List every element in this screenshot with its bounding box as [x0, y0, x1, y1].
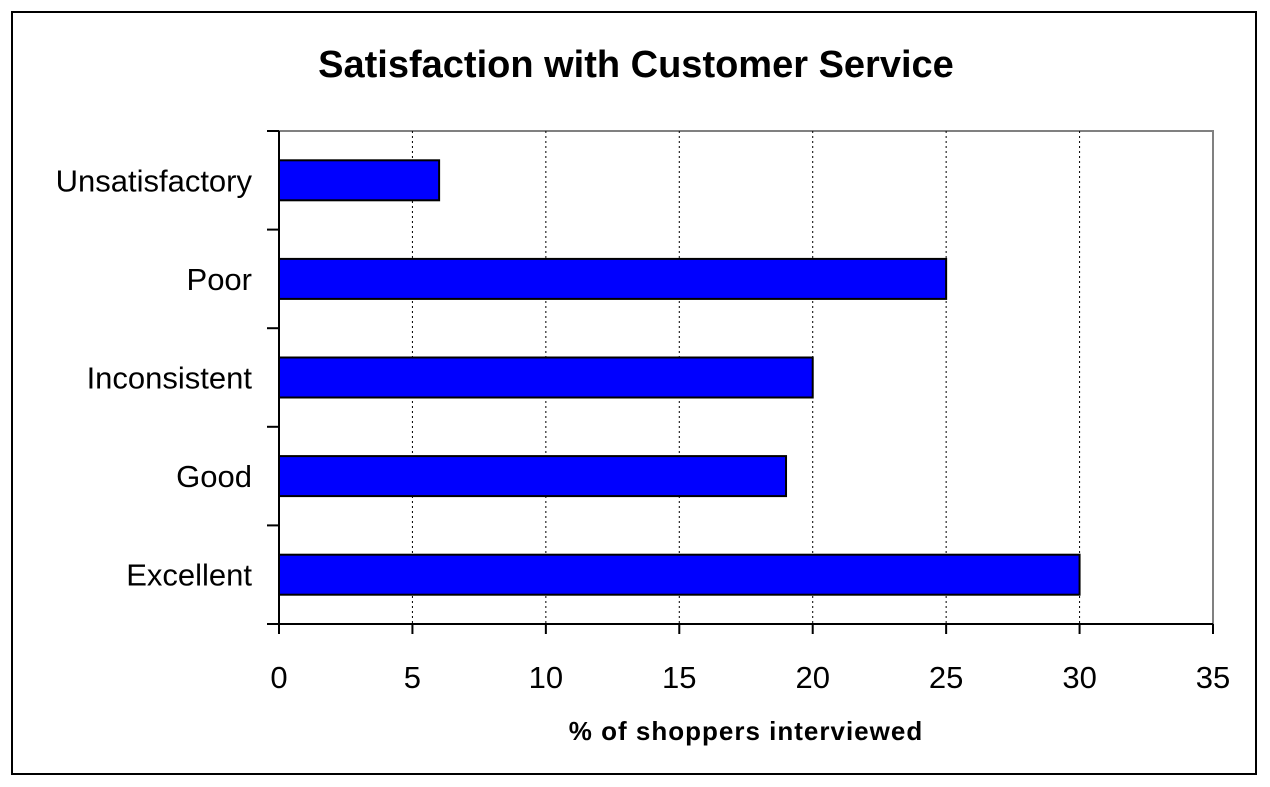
category-label: Unsatisfactory	[56, 163, 253, 198]
x-tick-label: 10	[529, 660, 563, 695]
bar-inconsistent	[278, 356, 814, 399]
x-tick-label: 5	[404, 660, 421, 695]
x-tick-label: 20	[795, 660, 829, 695]
category-label: Excellent	[126, 558, 252, 593]
x-tick-label: 0	[270, 660, 287, 695]
bars	[278, 159, 1081, 596]
chart-title: Satisfaction with Customer Service	[318, 44, 954, 86]
bar-poor	[278, 257, 948, 300]
category-labels: Unsatisfactory Poor Inconsistent Good Excell…	[56, 163, 253, 592]
x-tick-label: 15	[662, 660, 696, 695]
category-label: Good	[176, 459, 252, 494]
bar-good	[278, 455, 788, 498]
bar-unsatisfactory	[278, 159, 441, 202]
category-label: Inconsistent	[87, 361, 253, 396]
bar-excellent	[278, 553, 1081, 596]
category-label: Poor	[187, 262, 252, 297]
x-tick-label: 30	[1062, 660, 1096, 695]
x-axis-label: % of shoppers interviewed	[569, 716, 923, 746]
x-tick-label: 35	[1196, 660, 1230, 695]
x-tick-label: 25	[929, 660, 963, 695]
tick-labels: 0 5 10 15 20 25 30 35	[270, 660, 1230, 695]
axes	[267, 130, 1214, 634]
